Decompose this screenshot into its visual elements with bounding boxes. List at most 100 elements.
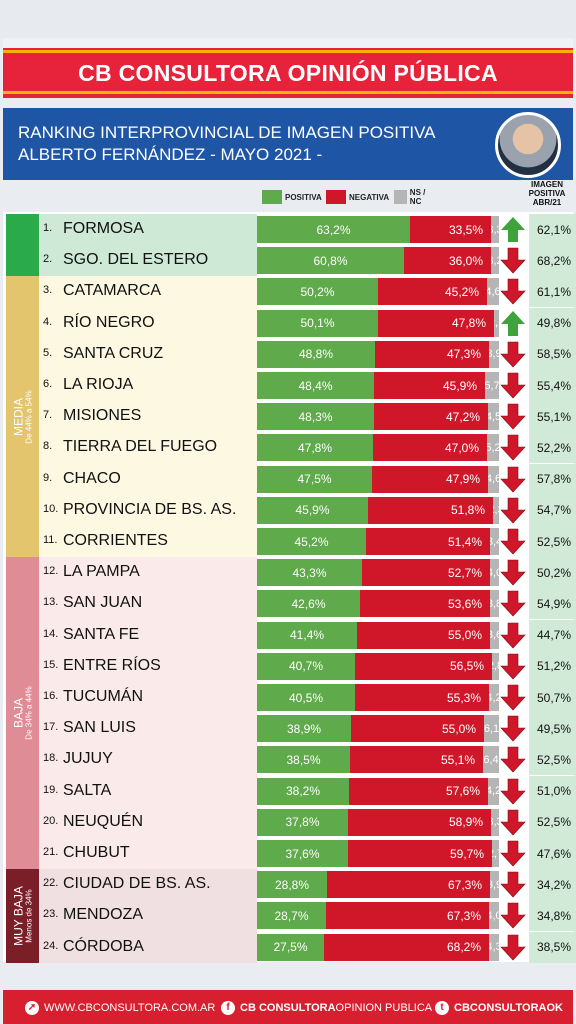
- image-positive-abr21: 55,1%: [529, 401, 576, 433]
- province-name: SAN JUAN: [63, 594, 143, 612]
- rank-number: 23.: [43, 908, 59, 921]
- stacked-bar: 43,3%52,7%4,0: [257, 559, 499, 587]
- image-positive-abr21: 55,4%: [529, 370, 576, 401]
- stacked-bar: 38,2% 57,6% 4,2: [257, 777, 499, 805]
- bar-positive: 47,5%: [257, 465, 372, 493]
- bar-ns: 3,2: [491, 247, 499, 275]
- rank-number: 9.: [43, 471, 53, 484]
- table-row: 21. CHUBUT 37,6%59,7%2,7 47,6%: [39, 838, 576, 869]
- stacked-bar: 48,4% 45,9% 5,7: [257, 372, 499, 399]
- category-row-background: [39, 276, 257, 558]
- rank-number: 24.: [43, 939, 59, 952]
- arrow-up-icon: [501, 310, 525, 336]
- footer-facebook-bold: CB CONSULTORA: [240, 1002, 336, 1014]
- category-row-background: [39, 214, 257, 277]
- category-band: BAJA De 34% a 44%: [6, 557, 39, 870]
- stacked-bar: 42,6%53,6%3,8: [257, 590, 499, 618]
- arrow-down-icon: [500, 435, 526, 461]
- table-row: 3. CATAMARCA 50,2% 45,2% 4,6 61,1%: [39, 276, 576, 308]
- bar-positive: 42,6%: [257, 590, 360, 618]
- image-column-header-line1: IMAGEN: [531, 180, 563, 189]
- category-label: BAJA De 34% a 44%: [11, 687, 33, 740]
- arrow-down-icon: [500, 840, 526, 867]
- table-row: 14. SANTA FE 41,4%55,0%3,6 44,7%: [39, 619, 576, 651]
- rank-number: 5.: [43, 346, 53, 359]
- bar-negative: 55,0%: [351, 715, 484, 743]
- category-label: MEDIA De 44% a 54%: [11, 390, 33, 443]
- bar-negative: 55,0%: [357, 621, 490, 649]
- bar-ns: 2,8: [492, 652, 499, 680]
- bar-ns: 3,9: [490, 871, 499, 899]
- bar-ns: 4,2: [488, 777, 499, 805]
- arrow-down-icon: [500, 809, 526, 836]
- stacked-bar: 28,8%67,3%3,9: [257, 871, 499, 899]
- table-row: 4. RÍO NEGRO 50,1%47,8%2,1 49,8%: [39, 307, 576, 339]
- stacked-bar: 27,5% 68,2% 4,3: [257, 933, 499, 961]
- bar-positive: 48,3%: [257, 403, 374, 431]
- page-title: CB CONSULTORA OPINIÓN PÚBLICA: [78, 60, 498, 86]
- bar-positive: 50,2%: [257, 278, 378, 306]
- bar-ns: 4,5: [488, 403, 499, 431]
- table-row: 11. CORRIENTES 45,2%51,4%3,4 52,5%: [39, 526, 576, 557]
- rank-number: 6.: [43, 378, 53, 390]
- category-name: MEDIA: [11, 397, 25, 436]
- province-name: CIUDAD DE BS. AS.: [63, 875, 211, 893]
- bar-negative: 67,3%: [327, 871, 490, 899]
- bar-ns: 2,7: [492, 840, 499, 867]
- category-band: MUY BAJA Menos de 34%: [6, 869, 39, 963]
- province-name: MISIONES: [63, 407, 142, 425]
- image-positive-abr21: 34,8%: [529, 900, 576, 932]
- title-band: CB CONSULTORA OPINIÓN PÚBLICA: [3, 38, 573, 98]
- image-positive-abr21: 50,7%: [529, 682, 576, 713]
- province-name: TIERRA DEL FUEGO: [63, 438, 218, 456]
- table-row: 18. JUJUY 38,5% 55,1% 6,4 52,5%: [39, 744, 576, 776]
- rank-number: 14.: [43, 627, 59, 640]
- category-label: MUY BAJA Menos de 34%: [11, 886, 33, 946]
- stacked-bar: 48,8% 47,3% 3,9: [257, 340, 499, 368]
- bar-negative: 55,3%: [355, 684, 489, 711]
- table-row: 2. SGO. DEL ESTERO 60,8%36,0%3,2 68,2%: [39, 245, 576, 277]
- arrow-down-icon: [500, 591, 526, 617]
- bar-negative: 68,2%: [324, 933, 489, 961]
- subtitle-band: RANKING INTERPROVINCIAL DE IMAGEN POSITI…: [3, 108, 573, 180]
- image-positive-abr21: 68,2%: [529, 245, 576, 277]
- bar-negative: 33,5%: [410, 216, 491, 243]
- image-positive-abr21: 54,9%: [529, 588, 576, 620]
- bar-positive: 38,5%: [257, 746, 350, 774]
- stacked-bar: 50,1%47,8%2,1: [257, 309, 499, 337]
- top-margin: [0, 0, 576, 38]
- province-name: RÍO NEGRO: [63, 313, 155, 331]
- bar-ns: 4,6: [488, 465, 499, 493]
- image-positive-abr21: 52,5%: [529, 806, 576, 838]
- bar-negative: 56,5%: [355, 652, 492, 680]
- table-row: 5. SANTA CRUZ 48,8% 47,3% 3,9 58,5%: [39, 338, 576, 370]
- table-row: 15. ENTRE RÍOS 40,7%56,5%2,8 51,2%: [39, 650, 576, 682]
- bar-positive: 37,8%: [257, 808, 348, 836]
- province-name: FORMOSA: [63, 220, 144, 237]
- rank-number: 19.: [43, 783, 59, 796]
- rank-number: 22.: [43, 877, 59, 890]
- stacked-bar: 63,2%33,5%3,3: [257, 216, 499, 243]
- table-row: 13. SAN JUAN 42,6%53,6%3,8 54,9%: [39, 588, 576, 620]
- province-name: SALTA: [63, 781, 112, 799]
- bar-ns: 4,0: [489, 902, 499, 930]
- stacked-bar: 38,9% 55,0% 6,1: [257, 715, 499, 743]
- footer-twitter: t CBCONSULTORAOK: [435, 1001, 563, 1015]
- province-name: ENTRE RÍOS: [63, 656, 161, 674]
- province-name: JUJUY: [63, 750, 113, 768]
- arrow-up-icon: [501, 217, 525, 242]
- arrow-down-icon: [500, 653, 526, 680]
- footer-twitter-text: CBCONSULTORAOK: [454, 1002, 563, 1014]
- bar-negative: 53,6%: [360, 590, 490, 618]
- legend-negative-swatch: [326, 190, 346, 204]
- table-row: 9. CHACO 47,5% 47,9% 4,6 57,8%: [39, 463, 576, 495]
- arrow-down-icon: [500, 497, 526, 524]
- category-band: [6, 214, 39, 277]
- stacked-bar: 48,3% 47,2% 4,5: [257, 403, 499, 431]
- facebook-icon: f: [221, 1001, 235, 1015]
- legend-negative: NEGATIVA: [326, 190, 389, 204]
- province-name: CHACO: [63, 469, 121, 487]
- cursor-icon: ➚: [25, 1001, 39, 1015]
- bar-negative: 52,7%: [362, 559, 490, 587]
- bar-ns: 5,2: [487, 434, 499, 462]
